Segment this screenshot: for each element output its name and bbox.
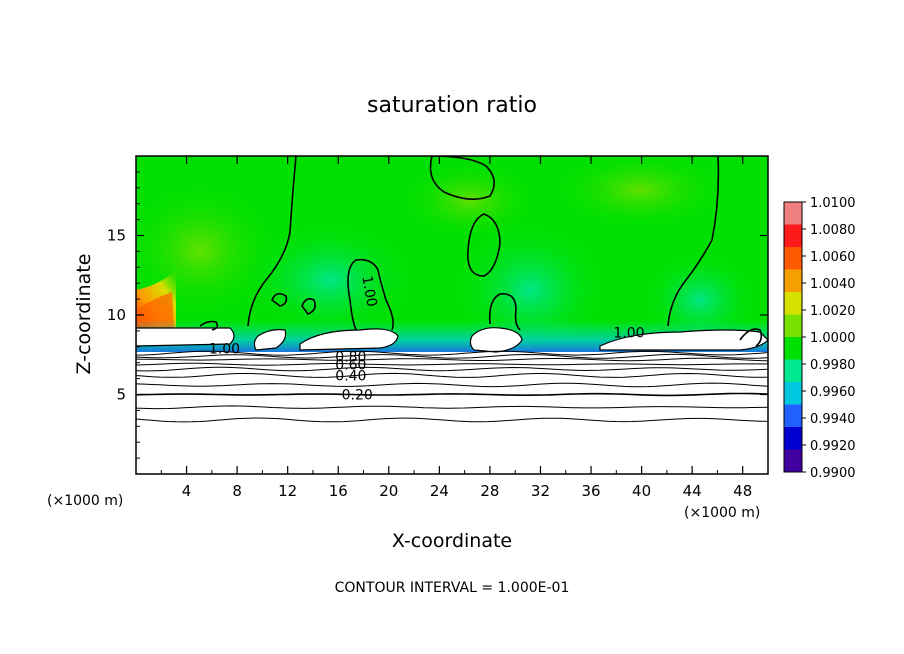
lime-tint-region	[550, 156, 730, 230]
contour-line	[136, 417, 768, 423]
colorbar-label: 1.0080	[810, 223, 856, 238]
x-tick-label: 16	[329, 482, 348, 500]
x-unit-left: (×1000 m)	[47, 493, 123, 509]
chart-title: saturation ratio	[367, 93, 537, 118]
colorbar-label: 0.9900	[810, 466, 856, 481]
subsaturated-region	[136, 352, 768, 474]
colorbar-segment	[784, 269, 802, 293]
colorbar-label: 1.0000	[810, 331, 856, 346]
contour-label: 0.60	[335, 357, 366, 373]
x-tick-label: 44	[683, 482, 702, 500]
lime-tint-region	[400, 160, 540, 240]
contour-label: 1.00	[209, 341, 240, 357]
contour-line	[136, 405, 768, 410]
contour-label: 1.00	[613, 325, 644, 341]
contour-lines-1.00	[199, 156, 763, 347]
colorbar: 1.0100 1.0080 1.0060 1.0040 1.0020 1.0000 0.99…	[783, 196, 856, 481]
x-tick-label: 48	[733, 482, 752, 500]
colorbar-segment	[784, 292, 802, 315]
colorbar-label: 0.9940	[810, 412, 856, 427]
contour-line	[136, 366, 768, 372]
colorbar-label: 1.0060	[810, 250, 856, 265]
contour-line	[136, 382, 768, 388]
colorbar-segment	[784, 202, 802, 225]
x-tick-label: 8	[232, 482, 242, 500]
cloud-layer	[136, 327, 768, 353]
contour-label: 0.40	[335, 368, 366, 384]
contour-line	[136, 392, 768, 397]
colorbar-segment	[784, 247, 802, 270]
x-tick-label: 40	[632, 482, 651, 500]
colorbar-segment	[784, 382, 802, 405]
contour-interval-footer: CONTOUR INTERVAL = 1.000E-01	[335, 580, 570, 596]
x-tick-label: 28	[480, 482, 499, 500]
colorbar-segment	[784, 359, 802, 383]
x-tick-label: 24	[430, 482, 449, 500]
contour-label: 1.00	[358, 275, 379, 308]
x-axis-ticks: 4 8 12 16 20 24 28 32 36 40 44 48	[160, 156, 752, 500]
colorbar-segment	[784, 427, 802, 450]
colorbar-label: 1.0020	[810, 304, 856, 319]
colorbar-segment	[784, 314, 802, 338]
y-axis-ticks: 5 10 15	[107, 171, 768, 459]
x-tick-label: 36	[581, 482, 600, 500]
x-tick-label: 20	[379, 482, 398, 500]
colorbar-segment	[784, 337, 802, 360]
contour-line	[136, 357, 768, 362]
contour-labels: 0.20 0.400.600.80 1.00 1.00 1.00	[209, 275, 645, 404]
y-tick-label: 10	[107, 306, 126, 324]
colorbar-segment	[784, 404, 802, 428]
contour-line	[136, 353, 768, 359]
colorbar-label: 0.9920	[810, 439, 856, 454]
x-unit-right: (×1000 m)	[684, 505, 760, 521]
x-tick-label: 4	[182, 482, 192, 500]
x-tick-label: 12	[278, 482, 297, 500]
colorbar-label: 1.0040	[810, 277, 856, 292]
colorbar-label: 0.9980	[810, 358, 856, 373]
y-axis-label: Z-coordinate	[73, 254, 95, 375]
y-tick-label: 15	[107, 227, 126, 245]
contour-line	[136, 372, 768, 378]
y-tick-label: 5	[116, 386, 126, 404]
contour-label: 0.80	[335, 349, 366, 365]
plot-area	[136, 156, 768, 474]
contour-line	[136, 350, 768, 356]
colorbar-segment	[784, 449, 802, 473]
contour-label: 0.20	[342, 388, 373, 404]
colorbar-label: 0.9960	[810, 385, 856, 400]
contour-line	[136, 362, 768, 366]
horizontal-contours	[136, 350, 768, 423]
x-tick-label: 32	[531, 482, 550, 500]
colorbar-segment	[784, 224, 802, 248]
x-axis-label: X-coordinate	[392, 530, 512, 552]
colorbar-label: 1.0100	[810, 196, 856, 211]
